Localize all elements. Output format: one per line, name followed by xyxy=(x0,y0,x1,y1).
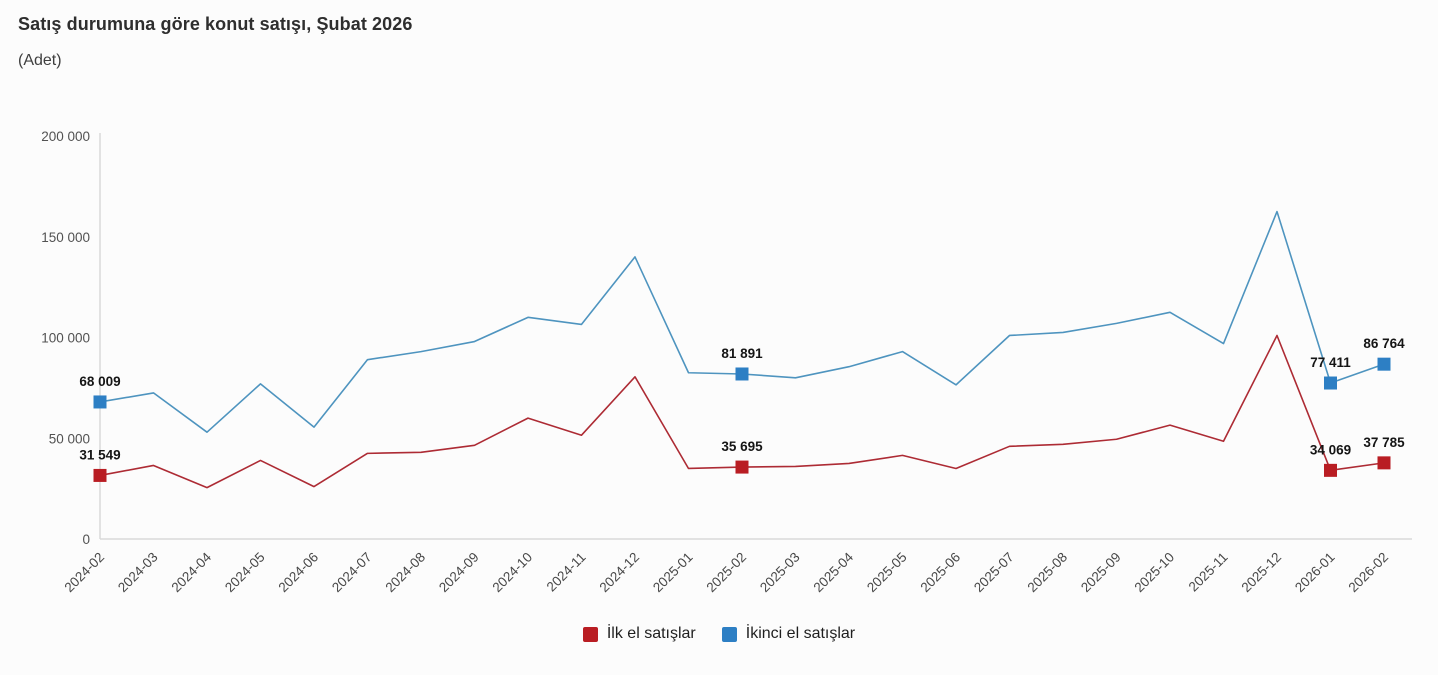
legend-item-ilk-el-satislar[interactable]: İlk el satışlar xyxy=(582,625,696,643)
x-tick-label: 2025-03 xyxy=(757,550,803,596)
y-tick-label: 200 000 xyxy=(41,129,90,144)
series-marker-i̇lk-el-satışlar[interactable] xyxy=(735,460,749,474)
x-tick-label: 2025-02 xyxy=(703,550,749,596)
series-marker-i̇kinci-el-satışlar[interactable] xyxy=(1324,376,1337,390)
x-tick-label: 2025-06 xyxy=(917,550,963,596)
series-marker-i̇kinci-el-satışlar[interactable] xyxy=(735,367,749,381)
x-tick-label: 2025-10 xyxy=(1131,550,1177,596)
data-label: 86 764 xyxy=(1363,336,1405,351)
data-label: 68 009 xyxy=(79,374,120,389)
series-marker-i̇lk-el-satışlar[interactable] xyxy=(93,468,107,482)
x-tick-label: 2025-12 xyxy=(1238,550,1284,596)
series-marker-i̇lk-el-satışlar[interactable] xyxy=(1324,463,1337,477)
series-marker-i̇kinci-el-satışlar[interactable] xyxy=(1377,357,1391,371)
y-tick-label: 0 xyxy=(82,532,90,547)
data-label: 31 549 xyxy=(79,447,120,462)
x-tick-label: 2024-02 xyxy=(61,550,107,596)
y-tick-label: 100 000 xyxy=(41,331,90,346)
x-tick-label: 2024-09 xyxy=(436,550,482,596)
data-label: 35 695 xyxy=(721,439,763,454)
x-tick-label: 2026-01 xyxy=(1292,550,1338,596)
y-tick-label: 50 000 xyxy=(49,431,90,446)
series-marker-i̇kinci-el-satışlar[interactable] xyxy=(93,395,107,409)
x-tick-label: 2024-08 xyxy=(382,550,428,596)
x-tick-label: 2025-11 xyxy=(1186,550,1231,595)
legend-item-ikinci-el-satislar[interactable]: İkinci el satışlar xyxy=(721,625,856,643)
legend-swatch-ilk-el-icon xyxy=(582,626,598,642)
chart-header: Satış durumuna göre konut satışı, Şubat … xyxy=(18,14,413,70)
x-tick-label: 2024-11 xyxy=(544,550,589,595)
x-tick-label: 2024-06 xyxy=(275,550,321,596)
chart-subtitle: (Adet) xyxy=(18,52,62,69)
x-tick-label: 2025-08 xyxy=(1024,550,1070,596)
x-tick-label: 2024-03 xyxy=(115,550,161,596)
series-marker-i̇lk-el-satışlar[interactable] xyxy=(1377,456,1391,470)
x-tick-label: 2024-04 xyxy=(168,549,214,595)
data-label: 77 411 xyxy=(1310,355,1351,370)
series-line-i̇kinci-el-satışlar xyxy=(99,210,1385,434)
x-tick-label: 2024-12 xyxy=(596,550,642,596)
data-label: 34 069 xyxy=(1310,442,1351,457)
x-tick-label: 2024-05 xyxy=(222,550,268,596)
legend: İlk el satışlar İkinci el satışlar xyxy=(0,625,1438,643)
chart-title: Satış durumuna göre konut satışı, Şubat … xyxy=(18,14,413,34)
x-tick-label: 2025-05 xyxy=(864,550,910,596)
legend-swatch-ikinci-el-icon xyxy=(721,626,737,642)
x-tick-label: 2025-04 xyxy=(810,549,856,595)
legend-label-ilk-el: İlk el satışlar xyxy=(606,625,696,642)
x-tick-label: 2024-07 xyxy=(329,550,375,596)
y-tick-label: 150 000 xyxy=(41,230,90,245)
x-tick-label: 2024-10 xyxy=(489,550,535,596)
legend-label-ikinci-el: İkinci el satışlar xyxy=(745,625,856,642)
x-tick-label: 2025-07 xyxy=(971,550,1017,596)
data-label: 81 891 xyxy=(721,346,763,361)
data-label: 37 785 xyxy=(1363,435,1405,450)
x-tick-label: 2025-01 xyxy=(650,550,696,596)
x-tick-label: 2025-09 xyxy=(1078,550,1124,596)
x-tick-label: 2026-02 xyxy=(1345,550,1391,596)
